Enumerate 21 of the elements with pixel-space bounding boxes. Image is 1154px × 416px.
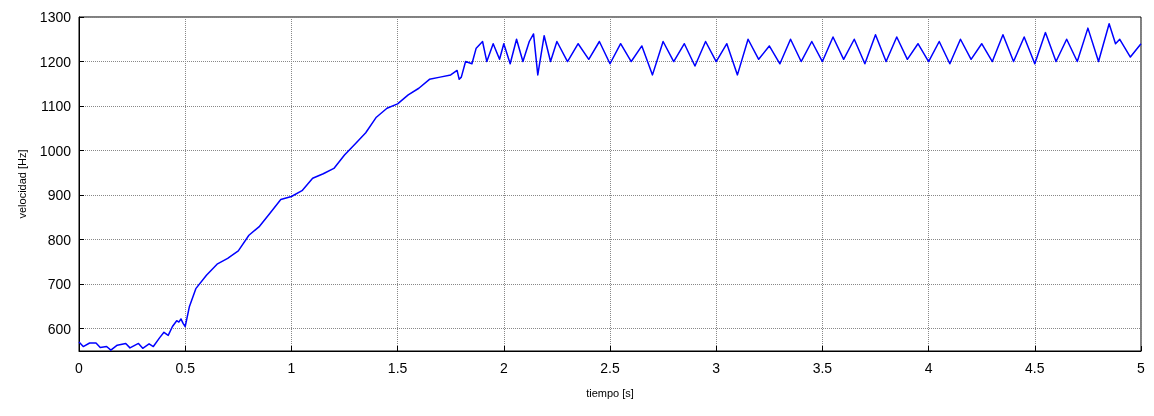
- x-tick-label: 0: [75, 360, 84, 376]
- y-tick-label: 800: [47, 231, 72, 248]
- x-tick-label: 2.5: [600, 360, 620, 376]
- x-tick-label: 3: [712, 360, 721, 376]
- y-tick-label: 1000: [39, 142, 72, 159]
- x-tick-label: 4.5: [1025, 360, 1045, 376]
- x-axis-title: tiempo [s]: [586, 386, 634, 399]
- x-tick-label: 4: [924, 360, 933, 376]
- y-tick-label: 700: [47, 276, 72, 293]
- x-tick-label: 1: [287, 360, 296, 376]
- x-tick-label: 2: [499, 360, 508, 376]
- x-tick-label: 0.5: [175, 360, 196, 376]
- y-tick-label: 1200: [39, 53, 72, 70]
- y-tick-label: 1100: [40, 98, 72, 115]
- y-axis-title: velocidad [Hz]: [15, 149, 28, 219]
- x-tick-label: 5: [1137, 360, 1146, 376]
- y-tick-label: 600: [47, 320, 72, 337]
- y-tick-label: 900: [47, 187, 72, 204]
- y-tick-label: 1300: [39, 9, 72, 25]
- x-tick-label: 1.5: [387, 360, 408, 376]
- x-tick-label: 3.5: [812, 360, 833, 376]
